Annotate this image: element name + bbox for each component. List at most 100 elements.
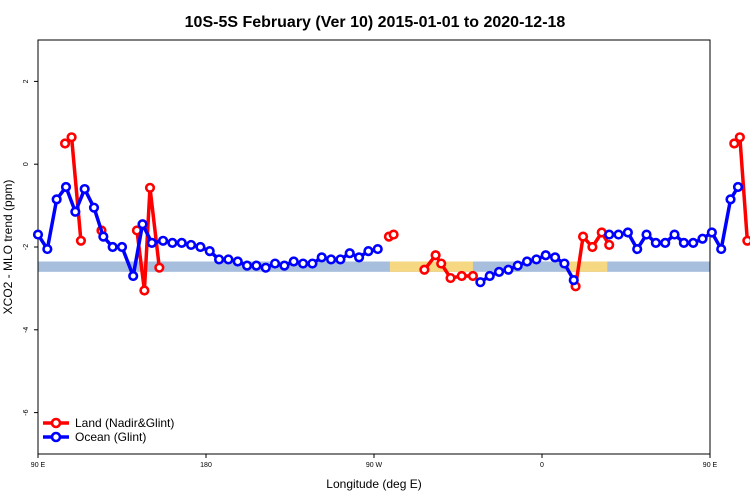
series-1-point-57 — [688, 237, 699, 248]
series-1-point-8 — [107, 241, 118, 253]
series-1-point-51 — [632, 243, 643, 255]
series-1-point-47 — [568, 275, 579, 286]
x-tick-label-2: 90 W — [366, 462, 383, 469]
series-1-point-22 — [241, 260, 253, 271]
y-tick-label-0: 2 — [23, 79, 30, 83]
chart-title: 10S-5S February (Ver 10) 2015-01-01 to 2… — [185, 14, 566, 31]
series-0-point-12 — [436, 258, 447, 269]
series-1-point-46 — [559, 258, 570, 269]
series-0-line-2 — [135, 186, 162, 293]
series-1-point-37 — [475, 277, 486, 288]
land-band-segment-0 — [389, 261, 473, 272]
series-1-point-44 — [540, 250, 551, 261]
series-1-point-24 — [260, 262, 271, 273]
series-1-point-62 — [732, 181, 744, 193]
series-1-point-36 — [372, 243, 383, 255]
series-1-point-38 — [484, 270, 495, 282]
series-1-point-25 — [269, 258, 281, 269]
series-1-point-30 — [316, 252, 327, 263]
series-1-point-14 — [167, 237, 178, 248]
series-1 — [32, 181, 744, 288]
series-1-point-45 — [549, 252, 561, 263]
x-axis-label: Longitude (deg E) — [326, 477, 421, 491]
series-1-point-18 — [204, 246, 215, 257]
series-1-point-2 — [51, 194, 62, 205]
series-0-point-14 — [456, 270, 467, 282]
series-1-point-34 — [353, 252, 365, 263]
series-1-point-10 — [128, 270, 139, 282]
series-0-point-21 — [729, 138, 740, 149]
series-1-point-1 — [42, 243, 53, 255]
series-1-point-60 — [716, 243, 727, 255]
series-1-point-55 — [669, 229, 680, 240]
series-1-point-0 — [32, 229, 44, 240]
series-1-point-42 — [521, 256, 533, 267]
series-0-point-7 — [154, 262, 165, 273]
legend-label-land: Land (Nadir&Glint) — [75, 416, 174, 430]
x-tick-label-0: 90 E — [31, 462, 46, 469]
series-1-point-21 — [232, 256, 243, 267]
series-1-point-9 — [116, 241, 128, 253]
ocean-band — [38, 261, 710, 272]
series-0-point-5 — [139, 285, 150, 296]
series-1-point-11 — [137, 219, 148, 230]
series-1-point-23 — [251, 260, 262, 271]
series-1-point-56 — [678, 237, 689, 248]
series-1-point-27 — [288, 256, 299, 267]
land-band-segment-1 — [566, 261, 608, 272]
legend: Land (Nadir&Glint) Ocean (Glint) — [43, 416, 174, 444]
series-1-point-50 — [622, 227, 633, 238]
series-1-point-54 — [660, 237, 671, 248]
series-1-point-29 — [307, 258, 318, 269]
legend-item-ocean: Ocean (Glint) — [43, 430, 146, 444]
series-1-point-52 — [641, 229, 652, 240]
series-0-point-0 — [59, 138, 71, 149]
series-1-point-58 — [697, 233, 708, 244]
series-1-point-48 — [604, 229, 615, 240]
series-1-point-19 — [213, 254, 225, 265]
series-1-point-15 — [176, 237, 187, 248]
x-tick-label-4: 90 E — [703, 462, 718, 469]
series-0-point-6 — [144, 182, 156, 193]
y-axis: 2 0 -2 -4 -6 — [23, 79, 38, 416]
y-axis-label: XCO2 - MLO trend (ppm) — [1, 180, 15, 315]
series-0-point-18 — [587, 241, 598, 253]
legend-item-land: Land (Nadir&Glint) — [43, 416, 174, 430]
series-0-point-22 — [734, 132, 745, 143]
x-tick-label-1: 180 — [200, 462, 212, 469]
series-1-point-12 — [146, 237, 157, 248]
series-0-point-1 — [66, 132, 77, 143]
series-1-point-3 — [60, 181, 72, 193]
series-0-point-11 — [430, 250, 441, 261]
y-tick-label-2: -2 — [23, 244, 30, 250]
series-1-point-43 — [531, 254, 542, 265]
series-1-point-26 — [279, 260, 290, 271]
series-0-point-9 — [388, 229, 399, 240]
series-1-point-41 — [512, 260, 523, 271]
series-1-point-35 — [363, 246, 374, 257]
x-tick-label-3: 0 — [540, 462, 544, 469]
land-ocean-band — [38, 261, 710, 272]
y-tick-label-1: 0 — [23, 162, 30, 166]
series-0-point-15 — [467, 270, 479, 282]
series-layer — [32, 132, 750, 296]
series-1-point-32 — [335, 254, 346, 265]
series-1-point-39 — [493, 266, 505, 277]
series-1-point-4 — [70, 206, 81, 217]
series-1-point-20 — [223, 254, 234, 265]
y-tick-label-3: -4 — [23, 327, 30, 333]
series-0-point-10 — [419, 264, 430, 275]
series-1-point-33 — [344, 248, 355, 259]
y-tick-label-4: -6 — [23, 409, 30, 415]
series-1-point-49 — [613, 229, 624, 240]
series-0-point-20 — [604, 239, 615, 251]
series-1-point-16 — [185, 239, 197, 251]
series-1-point-59 — [706, 227, 717, 238]
legend-label-ocean: Ocean (Glint) — [75, 430, 146, 444]
x-axis: 90 E 180 90 W 0 90 E — [31, 454, 718, 469]
series-1-point-61 — [725, 194, 736, 205]
series-1-point-5 — [79, 183, 90, 195]
series-1-point-17 — [195, 241, 206, 253]
series-0-point-23 — [742, 235, 750, 246]
